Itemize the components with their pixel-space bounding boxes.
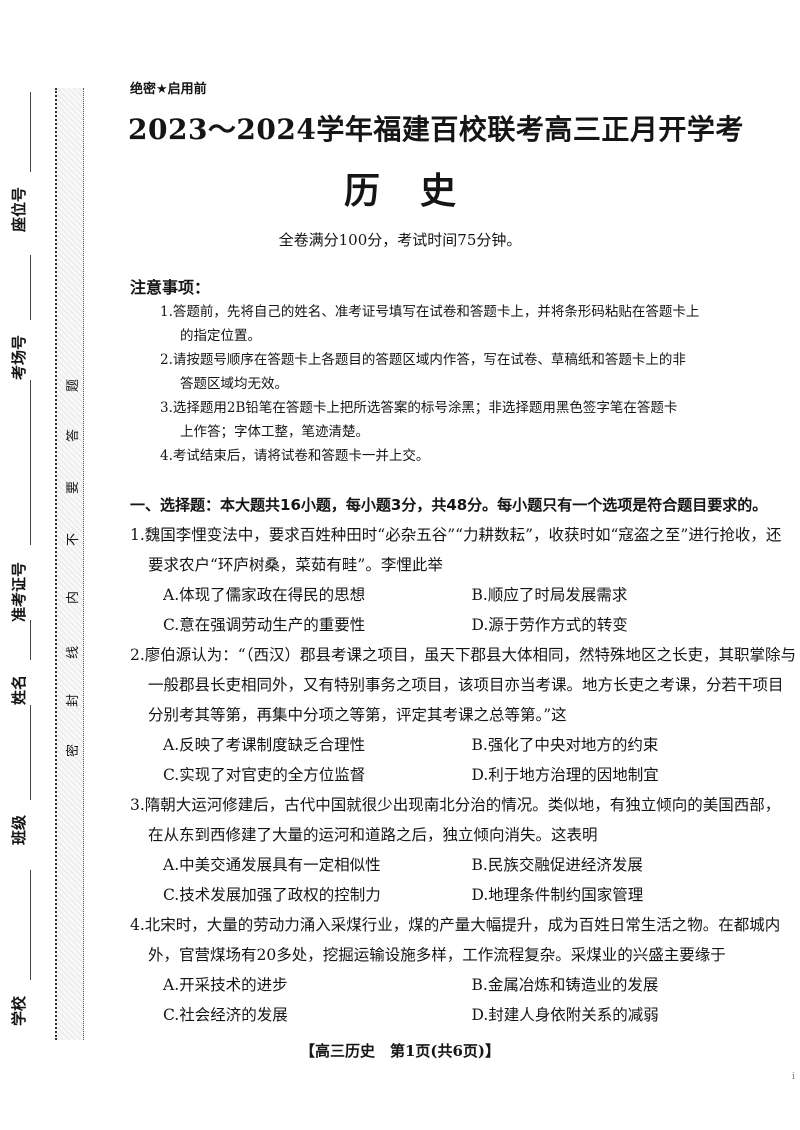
field-line-class — [30, 705, 31, 800]
exam-info: 全卷满分100分，考试时间75分钟。 — [278, 231, 522, 249]
note-line: 1.答题前，先将自己的姓名、准考证号填写在试卷和答题卡上，并将条形码粘贴在答题卡… — [160, 304, 700, 320]
option-C: C.技术发展加强了政权的控制力 — [163, 886, 381, 904]
option-row: C.意在强调劳动生产的重要性 D.源于劳作方式的转变 — [130, 610, 780, 640]
option-A: A.反映了考课制度缺乏合理性 — [163, 736, 366, 754]
field-label-school: 学校 — [10, 995, 28, 1026]
field-label-exam-room: 考场号 — [10, 334, 28, 380]
option-C: C.意在强调劳动生产的重要性 — [163, 616, 366, 634]
note-line: 答题区域均无效。 — [180, 376, 288, 392]
seal-char: 不 — [66, 532, 81, 546]
question-stem-line: 2.廖伯源认为：“（西汉）郡县考课之项目，虽天下郡县大体相同，然特殊地区之长吏，… — [130, 646, 796, 664]
question-stem-line: 在从东到西修建了大量的运河和道路之后，独立倾向消失。这表明 — [148, 826, 598, 844]
question-4: 4.北宋时，大量的劳动力涌入采煤行业，煤的产量大幅提升，成为百姓日常生活之物。在… — [130, 910, 780, 1030]
option-B: B.强化了中央对地方的约束 — [471, 736, 659, 754]
option-row: C.技术发展加强了政权的控制力 D.地理条件制约国家管理 — [130, 880, 780, 910]
questions-area: 一、选择题：本大题共16小题，每小题3分，共48分。每小题只有一个选项是符合题目… — [130, 490, 796, 1030]
question-stem-line: 要求农户“环庐树桑，菜茹有畦”。李悝此举 — [148, 556, 443, 574]
option-row: A.反映了考课制度缺乏合理性 B.强化了中央对地方的约束 — [130, 730, 780, 760]
option-row: C.社会经济的发展 D.封建人身依附关系的减弱 — [130, 1000, 780, 1030]
field-label-name: 姓名 — [10, 674, 28, 705]
option-D: D.源于劳作方式的转变 — [471, 616, 628, 634]
seal-char: 线 — [66, 645, 81, 659]
seal-char: 密 — [66, 743, 81, 757]
option-D: D.地理条件制约国家管理 — [471, 886, 644, 904]
option-B: B.顺应了时局发展需求 — [471, 586, 628, 604]
field-line-school — [30, 870, 31, 980]
section-heading: 一、选择题：本大题共16小题，每小题3分，共48分。每小题只有一个选项是符合题目… — [130, 496, 768, 514]
option-A: A.开采技术的进步 — [163, 976, 288, 994]
option-D: D.利于地方治理的因地制宜 — [471, 766, 659, 784]
field-line-exam-room — [30, 255, 31, 320]
notes-heading: 注意事项： — [130, 278, 211, 297]
option-D: D.封建人身依附关系的减弱 — [471, 1006, 659, 1024]
field-line-admission-number — [30, 380, 31, 545]
option-B: B.金属冶炼和铸造业的发展 — [471, 976, 659, 994]
option-A: A.中美交通发展具有一定相似性 — [163, 856, 381, 874]
note-line: 4.考试结束后，请将试卷和答题卡一并上交。 — [160, 448, 430, 464]
question-stem-line: 1.魏国李悝变法中，要求百姓种田时“必杂五谷”“力耕数耘”，收获时如“寇盗之至”… — [130, 526, 782, 544]
note-line: 3.选择题用2B铅笔在答题卡上把所选答案的标号涂黑；非选择题用黑色签字笔在答题卡 — [160, 400, 678, 416]
question-2: 2.廖伯源认为：“（西汉）郡县考课之项目，虽天下郡县大体相同，然特殊地区之长吏，… — [130, 640, 796, 790]
option-row: A.开采技术的进步 B.金属冶炼和铸造业的发展 — [130, 970, 780, 1000]
option-C: C.实现了对官吏的全方位监督 — [163, 766, 366, 784]
option-C: C.社会经济的发展 — [163, 1006, 288, 1024]
option-A: A.体现了儒家政在得民的思想 — [163, 586, 366, 604]
note-line: 上作答；字体工整，笔迹清楚。 — [180, 424, 369, 440]
question-1: 1.魏国李悝变法中，要求百姓种田时“必杂五谷”“力耕数耘”，收获时如“寇盗之至”… — [130, 520, 782, 640]
note-line: 2.请按题号顺序在答题卡上各题目的答题区域内作答，写在试卷、草稿纸和答题卡上的非 — [160, 352, 686, 368]
question-stem-line: 4.北宋时，大量的劳动力涌入采煤行业，煤的产量大幅提升，成为百姓日常生活之物。在… — [130, 916, 781, 934]
note-line: 的指定位置。 — [180, 328, 261, 344]
option-B: B.民族交融促进经济发展 — [471, 856, 643, 874]
confidential-label: 绝密★启用前 — [130, 82, 207, 97]
question-stem-line: 一般郡县长吏相同外，又有特别事务之项目，该项目亦当考课。地方长吏之考课，分若干项… — [148, 676, 784, 694]
question-stem-line: 3.隋朝大运河修建后，古代中国就很少出现南北分治的情况。类似地，有独立倾向的美国… — [130, 796, 781, 814]
option-row: A.体现了儒家政在得民的思想 B.顺应了时局发展需求 — [130, 580, 780, 610]
seal-char: 答 — [66, 428, 81, 442]
seal-char: 封 — [66, 693, 81, 707]
seal-char: 要 — [66, 480, 81, 494]
subject-title: 历史 — [343, 170, 496, 212]
page-footer: 【高三历史 第1页(共6页)】 — [299, 1042, 501, 1060]
field-label-class: 班级 — [10, 814, 28, 845]
exam-title: 2023～2024学年福建百校联考高三正月开学考 — [128, 113, 744, 146]
field-line-name — [30, 620, 31, 660]
question-stem-line: 分别考其等第，再集中分项之等第，评定其考课之总等第。”这 — [148, 706, 567, 724]
option-row: A.中美交通发展具有一定相似性 B.民族交融促进经济发展 — [130, 850, 780, 880]
notes-list: 1.答题前，先将自己的姓名、准考证号填写在试卷和答题卡上，并将条形码粘贴在答题卡… — [160, 300, 780, 468]
field-label-admission-number: 准考证号 — [10, 561, 28, 622]
seal-char: 题 — [66, 378, 81, 392]
question-stem-line: 外，官营煤场有20多处，挖掘运输设施多样，工作流程复杂。采煤业的兴盛主要缘于 — [148, 946, 726, 964]
corner-mark: i — [792, 1072, 795, 1082]
field-line-seat-number — [30, 92, 31, 172]
question-3: 3.隋朝大运河修建后，古代中国就很少出现南北分治的情况。类似地，有独立倾向的美国… — [130, 790, 780, 910]
option-row: C.实现了对官吏的全方位监督 D.利于地方治理的因地制宜 — [130, 760, 780, 790]
seal-band — [55, 88, 84, 1040]
seal-char: 内 — [66, 590, 81, 604]
